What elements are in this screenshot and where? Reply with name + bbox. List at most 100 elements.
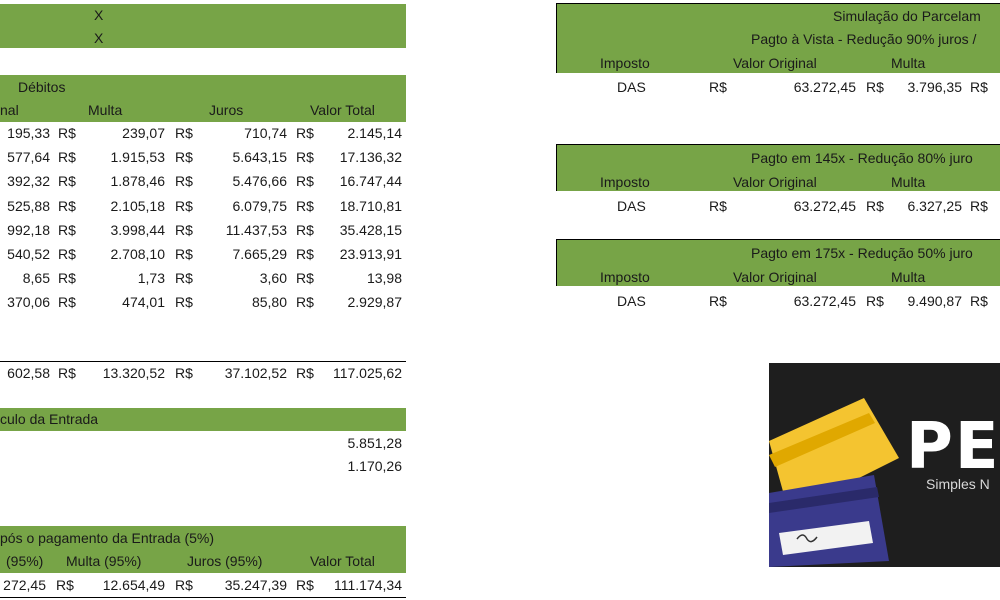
row-currency-3: R$ <box>296 125 314 141</box>
row-currency-2: R$ <box>175 125 193 141</box>
row-original: 540,52 <box>7 246 50 262</box>
sim-subtitle: Pagto à Vista - Redução 90% juros / <box>751 31 977 47</box>
logo-brand: PE <box>906 410 1000 484</box>
row-juros: 6.079,75 <box>232 198 288 214</box>
row-currency-3: R$ <box>296 270 314 286</box>
sim-currency-3: R$ <box>970 293 988 309</box>
top-marker-2: X <box>94 30 104 46</box>
top-header-band <box>0 4 406 48</box>
row-multa: 2.105,18 <box>110 198 166 214</box>
row-currency-2: R$ <box>175 222 193 238</box>
entrada-value-2: 1.170,26 <box>347 458 403 474</box>
row-currency-1: R$ <box>58 149 76 165</box>
sim-col-multa: Multa <box>891 269 926 285</box>
row-currency-1: R$ <box>58 173 76 189</box>
sim-multa: 3.796,35 <box>907 79 963 95</box>
row-total: 2.145,14 <box>347 125 403 141</box>
sim-currency-2: R$ <box>866 293 884 309</box>
sim-currency-1: R$ <box>709 198 727 214</box>
row-total: 23.913,91 <box>339 246 402 262</box>
sim-subtitle: Pagto em 175x - Redução 50% juro <box>751 245 973 261</box>
apos-col-total: Valor Total <box>310 553 375 569</box>
row-multa: 1,73 <box>137 270 165 286</box>
row-multa: 474,01 <box>122 294 165 310</box>
sim-currency-1: R$ <box>709 79 727 95</box>
sim-col-original: Valor Original <box>733 174 817 190</box>
apos-multa: 12.654,49 <box>102 577 165 593</box>
sim-title: Simulação do Parcelam <box>833 8 981 24</box>
sim-block-header-band <box>557 145 1000 191</box>
row-currency-1: R$ <box>58 125 76 141</box>
sim-currency-2: R$ <box>866 198 884 214</box>
row-currency-3: R$ <box>296 198 314 214</box>
sim-currency-2: R$ <box>866 79 884 95</box>
row-multa: 3.998,44 <box>110 222 166 238</box>
totals-currency-3: R$ <box>296 365 314 381</box>
sim-col-original: Valor Original <box>733 269 817 285</box>
apos-col-juros: Juros (95%) <box>187 553 263 569</box>
row-multa: 2.708,10 <box>110 246 166 262</box>
logo-tagline: Simples N <box>926 476 990 492</box>
sheet-bottom-border <box>0 597 406 598</box>
row-currency-2: R$ <box>175 246 193 262</box>
row-juros: 5.643,15 <box>232 149 288 165</box>
totals-multa: 13.320,52 <box>102 365 165 381</box>
apos-original: 272,45 <box>3 577 46 593</box>
sim-col-imposto: Imposto <box>600 174 650 190</box>
right-top-border <box>556 3 1000 4</box>
row-currency-3: R$ <box>296 222 314 238</box>
totals-total: 117.025,62 <box>332 365 402 381</box>
row-currency-1: R$ <box>58 294 76 310</box>
sim-original: 63.272,45 <box>793 198 856 214</box>
totals-currency-1: R$ <box>58 365 76 381</box>
apos-header-band <box>0 526 406 573</box>
sim-col-multa: Multa <box>891 55 926 71</box>
row-total: 18.710,81 <box>339 198 402 214</box>
sim-currency-3: R$ <box>970 198 988 214</box>
row-multa: 1.878,46 <box>110 173 166 189</box>
entrada-header-band <box>0 408 406 431</box>
apos-total: 111.174,34 <box>334 577 402 593</box>
row-currency-1: R$ <box>58 246 76 262</box>
col-header-multa: Multa <box>88 102 123 118</box>
sim-subtitle: Pagto em 145x - Redução 80% juro <box>751 150 973 166</box>
apos-currency-2: R$ <box>175 577 193 593</box>
sim-multa: 9.490,87 <box>907 293 963 309</box>
row-original: 8,65 <box>22 270 50 286</box>
col-header-juros: Juros <box>209 102 244 118</box>
sim-col-original: Valor Original <box>733 55 817 71</box>
row-total: 17.136,32 <box>339 149 402 165</box>
logo-banner: PE Simples N <box>769 363 1000 567</box>
apos-juros: 35.247,39 <box>224 577 287 593</box>
totals-top-border <box>0 361 406 362</box>
entrada-title: culo da Entrada <box>0 411 99 427</box>
apos-title: pós o pagamento da Entrada (5%) <box>0 530 215 546</box>
sim-original: 63.272,45 <box>793 293 856 309</box>
right-left-border <box>556 3 557 73</box>
row-juros: 3,60 <box>259 270 287 286</box>
sim-col-imposto: Imposto <box>600 55 650 71</box>
apos-currency-3: R$ <box>296 577 314 593</box>
row-currency-2: R$ <box>175 173 193 189</box>
row-total: 13,98 <box>366 270 402 286</box>
row-currency-1: R$ <box>58 198 76 214</box>
row-total: 35.428,15 <box>339 222 402 238</box>
debitos-title: Débitos <box>18 79 66 95</box>
row-juros: 710,74 <box>244 125 287 141</box>
row-currency-2: R$ <box>175 149 193 165</box>
sim-block-left-border <box>556 144 557 191</box>
entrada-value-1: 5.851,28 <box>347 435 403 451</box>
apos-col-original: (95%) <box>6 553 44 569</box>
row-currency-3: R$ <box>296 149 314 165</box>
row-currency-1: R$ <box>58 270 76 286</box>
sim-block-top-border <box>556 239 1000 240</box>
totals-currency-2: R$ <box>175 365 193 381</box>
row-multa: 239,07 <box>122 125 165 141</box>
row-currency-1: R$ <box>58 222 76 238</box>
row-currency-3: R$ <box>296 173 314 189</box>
sim-block-header-band <box>557 240 1000 286</box>
row-original: 525,88 <box>7 198 50 214</box>
row-currency-3: R$ <box>296 294 314 310</box>
totals-original: 602,58 <box>7 365 50 381</box>
sim-imposto: DAS <box>617 293 646 309</box>
